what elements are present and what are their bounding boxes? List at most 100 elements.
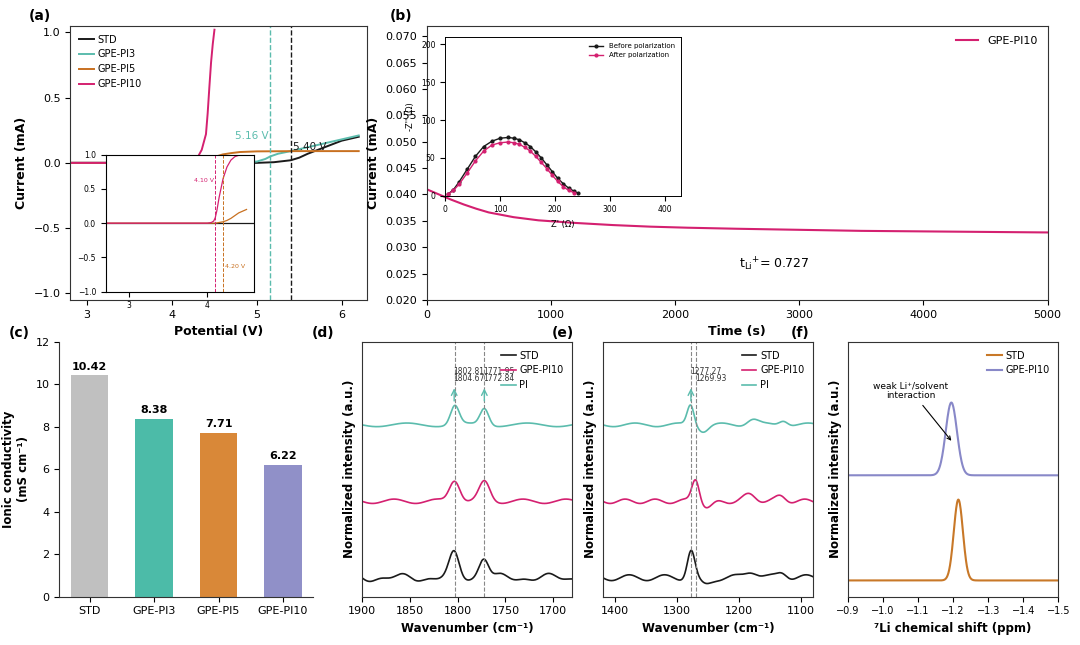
GPE-PI10 (64, 159, 77, 167)
GPE-PI10 (935, 456, 948, 464)
GPE-PI5 (225, 149, 238, 157)
GPE-PI5 (123, 159, 136, 167)
PI (562, 422, 575, 430)
Text: 5.16 V: 5.16 V (235, 132, 269, 141)
GPE-PI10 (206, 40, 219, 48)
STD (363, 577, 376, 585)
GPE-PI5 (64, 159, 77, 167)
Line: PI: PI (603, 405, 813, 432)
GPE-PI10 (945, 399, 958, 406)
Y-axis label: Normalized intensity (a.u.): Normalized intensity (a.u.) (584, 380, 597, 559)
GPE-PI3 (81, 159, 94, 167)
STD (807, 573, 820, 580)
GPE-PI10 (191, 154, 204, 161)
Line: GPE-PI10: GPE-PI10 (362, 481, 572, 504)
GPE-PI10 (482, 481, 495, 489)
GPE-PI3 (123, 159, 136, 167)
X-axis label: Time (s): Time (s) (708, 325, 766, 338)
Text: 1772.84: 1772.84 (483, 374, 514, 383)
Text: 1269.93: 1269.93 (696, 374, 727, 383)
Y-axis label: Current (mA): Current (mA) (366, 117, 379, 209)
PI (697, 428, 710, 436)
GPE-PI10 (867, 471, 880, 479)
STD (562, 575, 575, 583)
GPE-PI10 (456, 491, 469, 499)
GPE-PI5 (233, 148, 246, 156)
GPE-PI3 (352, 132, 365, 139)
GPE-PI5 (81, 159, 94, 167)
Line: GPE-PI3: GPE-PI3 (70, 135, 359, 163)
GPE-PI10 (802, 496, 815, 504)
Text: t$_{\rm Li}$$^{+}$= 0.727: t$_{\rm Li}$$^{+}$= 0.727 (739, 255, 810, 273)
PI (551, 422, 564, 430)
PI (684, 401, 697, 409)
GPE-PI10 (596, 497, 609, 505)
GPE-PI10 (711, 497, 724, 505)
GPE-PI5 (352, 147, 365, 155)
Text: (c): (c) (9, 326, 29, 340)
Text: 10.42: 10.42 (72, 362, 107, 372)
GPE-PI3 (233, 158, 246, 166)
PI (723, 420, 735, 428)
Line: GPE-PI10: GPE-PI10 (831, 402, 1076, 475)
PI (711, 420, 724, 428)
STD (935, 577, 948, 584)
Text: 1804.67: 1804.67 (454, 374, 485, 383)
Text: 7.71: 7.71 (205, 419, 232, 429)
PI (699, 428, 712, 436)
GPE-PI10 (123, 159, 136, 167)
GPE-PI10 (969, 471, 982, 479)
X-axis label: Wavenumber (cm⁻¹): Wavenumber (cm⁻¹) (401, 622, 534, 635)
GPE-PI10 (824, 471, 837, 479)
STD (458, 573, 471, 580)
Legend: STD, GPE-PI10, PI: STD, GPE-PI10, PI (497, 347, 567, 394)
Legend: STD, GPE-PI10, PI: STD, GPE-PI10, PI (738, 347, 808, 394)
Line: GPE-PI10: GPE-PI10 (70, 30, 215, 163)
Bar (200, 433, 238, 597)
STD (319, 143, 332, 151)
GPE-PI10 (701, 504, 714, 511)
STD (123, 159, 136, 167)
Line: STD: STD (362, 551, 572, 581)
STD (1009, 577, 1022, 584)
Y-axis label: Normalized intensity (a.u.): Normalized intensity (a.u.) (829, 380, 842, 559)
STD (268, 158, 281, 166)
Text: 6.22: 6.22 (269, 451, 297, 461)
STD (529, 576, 542, 584)
STD (352, 133, 365, 141)
GPE-PI10 (203, 83, 216, 91)
STD (355, 574, 368, 582)
PI (566, 421, 579, 429)
PI (457, 417, 470, 424)
GPE-PI5 (208, 153, 221, 161)
Line: STD: STD (603, 550, 813, 584)
Text: (f): (f) (791, 326, 810, 340)
GPE-PI10 (566, 496, 579, 504)
GPE-PI3 (335, 135, 348, 143)
GPE-PI3 (284, 147, 297, 155)
GPE-PI3 (64, 159, 77, 167)
GPE-PI3 (301, 143, 314, 151)
Line: GPE-PI10: GPE-PI10 (603, 480, 813, 508)
Legend: STD, GPE-PI3, GPE-PI5, GPE-PI10: STD, GPE-PI3, GPE-PI5, GPE-PI10 (76, 31, 146, 93)
GPE-PI5 (178, 158, 191, 166)
GPE-PI10 (529, 498, 542, 506)
Legend: STD, GPE-PI10: STD, GPE-PI10 (983, 347, 1053, 379)
PI (470, 417, 483, 425)
GPE-PI10 (689, 476, 702, 484)
Line: GPE-PI5: GPE-PI5 (70, 151, 359, 163)
GPE-PI3 (264, 152, 276, 160)
PI (528, 420, 541, 428)
STD (301, 150, 314, 157)
STD (335, 137, 348, 144)
STD (208, 159, 221, 167)
STD (566, 575, 579, 583)
Line: PI: PI (362, 405, 572, 426)
STD (64, 159, 77, 167)
GPE-PI3 (259, 155, 272, 163)
GPE-PI10 (770, 492, 783, 500)
GPE-PI10 (988, 471, 1001, 479)
STD (824, 577, 837, 584)
Text: (b): (b) (390, 9, 411, 23)
GPE-PI5 (191, 157, 204, 165)
